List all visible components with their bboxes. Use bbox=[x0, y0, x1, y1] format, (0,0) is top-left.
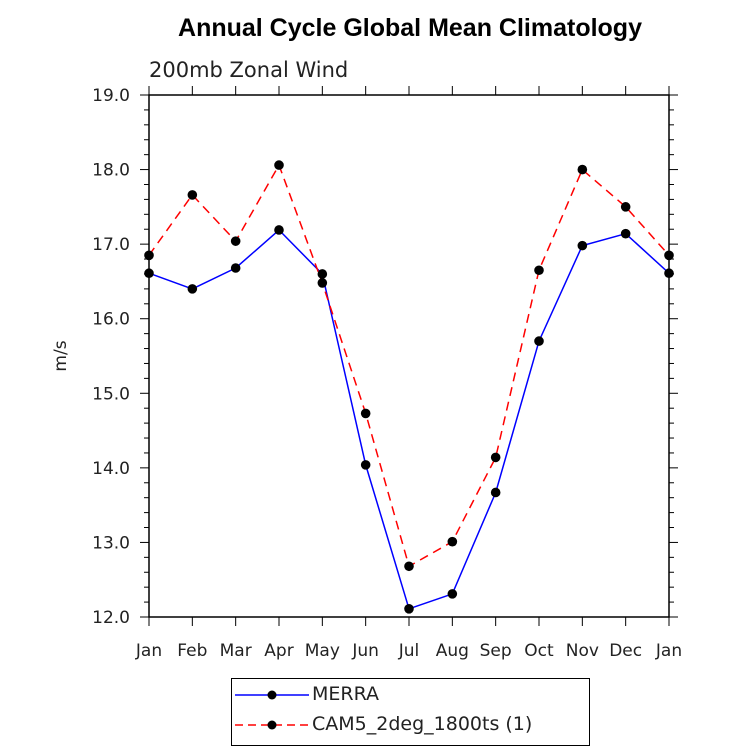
data-point bbox=[404, 561, 414, 572]
series-line bbox=[148, 228, 670, 610]
data-point bbox=[620, 228, 631, 239]
data-point bbox=[274, 160, 284, 170]
series-markers bbox=[144, 160, 674, 614]
legend-label-cam5: CAM5_2deg_1800ts (1) bbox=[312, 713, 533, 735]
data-point bbox=[317, 278, 328, 288]
data-point bbox=[620, 202, 631, 212]
data-point bbox=[230, 263, 241, 273]
legend-swatches bbox=[235, 690, 309, 730]
x-tick-label: Jan bbox=[655, 641, 682, 661]
legend-cam5-marker bbox=[267, 720, 277, 730]
x-tick-label: Feb bbox=[177, 641, 207, 661]
x-axis-ticks: Jan Feb Mar Apr May Jun Jul Aug Sep Oct Nov Dec Jan bbox=[135, 86, 682, 661]
data-point bbox=[490, 487, 501, 498]
x-tick-label: Sep bbox=[480, 641, 512, 661]
y-axis-ticks: 12.0 13.0 14.0 15.0 16.0 17.0 18.0 19.0 bbox=[92, 86, 678, 628]
x-tick-label: Jan bbox=[135, 641, 162, 661]
x-tick-label: Oct bbox=[524, 641, 554, 661]
legend-label-merra: MERRA bbox=[312, 683, 380, 705]
data-point bbox=[577, 164, 588, 175]
data-point bbox=[187, 284, 198, 294]
data-point bbox=[664, 268, 674, 279]
y-tick-label: 14.0 bbox=[92, 459, 130, 479]
y-tick-label: 16.0 bbox=[92, 310, 130, 330]
y-tick-label: 13.0 bbox=[92, 533, 130, 553]
x-tick-label: Mar bbox=[220, 641, 252, 661]
x-tick-label: Jul bbox=[398, 641, 420, 661]
y-axis-label: m/s bbox=[51, 340, 71, 371]
data-point bbox=[447, 589, 458, 599]
y-tick-label: 15.0 bbox=[92, 384, 130, 404]
data-point bbox=[404, 603, 414, 614]
data-point bbox=[144, 250, 154, 261]
chart-title: Annual Cycle Global Mean Climatology bbox=[178, 14, 642, 42]
data-point bbox=[360, 460, 371, 470]
y-tick-label: 18.0 bbox=[92, 161, 130, 181]
legend: MERRA CAM5_2deg_1800ts (1) bbox=[231, 678, 590, 746]
data-point bbox=[447, 536, 458, 547]
y-tick-label: 19.0 bbox=[92, 86, 130, 106]
data-point bbox=[317, 269, 328, 279]
data-point bbox=[664, 250, 674, 261]
x-tick-label: Aug bbox=[436, 641, 469, 661]
x-tick-label: May bbox=[305, 641, 340, 661]
data-point bbox=[274, 225, 284, 235]
data-point bbox=[577, 240, 588, 251]
plot-frame bbox=[148, 94, 670, 618]
x-tick-label: Jun bbox=[351, 641, 379, 661]
y-tick-label: 12.0 bbox=[92, 608, 130, 628]
chart-subtitle: 200mb Zonal Wind bbox=[149, 58, 349, 82]
data-point bbox=[230, 236, 241, 246]
data-point bbox=[534, 336, 544, 346]
series-line bbox=[148, 163, 670, 568]
data-point bbox=[490, 452, 501, 463]
x-tick-label: Apr bbox=[264, 641, 293, 661]
data-point bbox=[360, 408, 371, 419]
data-point bbox=[534, 265, 544, 276]
legend-merra-marker bbox=[267, 690, 277, 700]
data-point bbox=[187, 190, 198, 200]
x-tick-label: Nov bbox=[566, 641, 599, 661]
series-lines bbox=[148, 163, 670, 610]
y-tick-label: 17.0 bbox=[92, 235, 130, 255]
x-tick-label: Dec bbox=[609, 641, 642, 661]
data-point bbox=[144, 268, 154, 279]
